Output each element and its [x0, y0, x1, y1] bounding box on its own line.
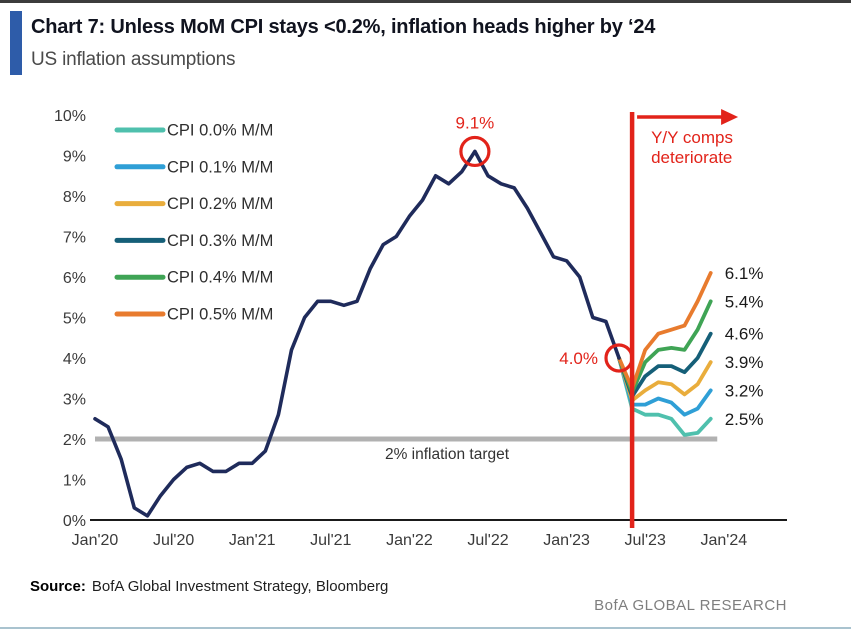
- series-end-label-cpi-0-2-m-m: 3.9%: [725, 353, 764, 372]
- x-axis-label-jul-22: Jul'22: [467, 532, 508, 549]
- y-axis-label-10pct: 10%: [54, 108, 86, 125]
- legend-label-cpi-0-5-m-m: CPI 0.5% M/M: [167, 306, 273, 324]
- source-line: Source: BofA Global Investment Strategy, …: [30, 578, 388, 595]
- latest-value-label: 4.0%: [559, 349, 598, 368]
- y-axis-label-7pct: 7%: [63, 230, 86, 247]
- title-accent-bar: [10, 11, 22, 75]
- legend-label-cpi-0-2-m-m: CPI 0.2% M/M: [167, 195, 273, 213]
- x-axis-label-jan-22: Jan'22: [386, 532, 433, 549]
- brand-text: BofA GLOBAL RESEARCH: [594, 597, 787, 614]
- series-end-label-cpi-0-3-m-m: 4.6%: [725, 325, 764, 344]
- y-axis-label-8pct: 8%: [63, 189, 86, 206]
- y-axis-label-1pct: 1%: [63, 473, 86, 490]
- x-axis-label-jan-24: Jan'24: [700, 532, 747, 549]
- legend-label-cpi-0-4-m-m: CPI 0.4% M/M: [167, 269, 273, 287]
- legend-label-cpi-0-1-m-m: CPI 0.1% M/M: [167, 158, 273, 176]
- peak-value-label: 9.1%: [456, 113, 495, 132]
- peak-circle-icon: [459, 135, 491, 168]
- x-axis-label-jan-21: Jan'21: [229, 532, 276, 549]
- y-axis-label-3pct: 3%: [63, 392, 86, 409]
- bottom-border-rule: [0, 627, 851, 629]
- series-end-label-cpi-0-0-m-m: 2.5%: [725, 410, 764, 429]
- yoy-comps-note-line2: deteriorate: [651, 148, 732, 167]
- y-axis-label-2pct: 2%: [63, 432, 86, 449]
- y-axis-label-5pct: 5%: [63, 311, 86, 328]
- x-axis-label-jan-20: Jan'20: [72, 532, 119, 549]
- y-axis-label-0pct: 0%: [63, 513, 86, 530]
- right-arrowhead-icon: [721, 109, 739, 125]
- actual-cpi-line: [93, 149, 621, 518]
- source-label: Source:: [30, 578, 86, 595]
- y-axis-label-9pct: 9%: [63, 149, 86, 166]
- x-axis-label-jul-20: Jul'20: [153, 532, 194, 549]
- x-axis-label-jul-23: Jul'23: [625, 532, 666, 549]
- legend-label-cpi-0-0-m-m: CPI 0.0% M/M: [167, 122, 273, 140]
- inflation-target-label: 2% inflation target: [385, 446, 510, 463]
- x-axis-label-jul-21: Jul'21: [310, 532, 351, 549]
- chart-area: 0% 1% 2% 3% 4% 5% 6% 7% 8% 9% 10% Jan'20 Jul'20 Jan'2…: [0, 90, 851, 570]
- source-text: BofA Global Investment Strategy, Bloombe…: [91, 578, 389, 595]
- latest-circle-icon: [604, 343, 634, 373]
- legend-label-cpi-0-3-m-m: CPI 0.3% M/M: [167, 232, 273, 250]
- chart-subtitle: US inflation assumptions: [31, 49, 236, 70]
- series-end-label-cpi-0-4-m-m: 5.4%: [725, 292, 764, 311]
- series-end-label-cpi-0-5-m-m: 6.1%: [725, 264, 764, 283]
- x-axis-label-jan-23: Jan'23: [543, 532, 590, 549]
- y-axis-label-6pct: 6%: [63, 270, 86, 287]
- chart-title: Chart 7: Unless MoM CPI stays <0.2%, inf…: [31, 16, 656, 38]
- series-end-label-cpi-0-1-m-m: 3.2%: [725, 381, 764, 400]
- y-axis-label-4pct: 4%: [63, 351, 86, 368]
- chart-canvas: 0% 1% 2% 3% 4% 5% 6% 7% 8% 9% 10% Jan'20 Jul'20 Jan'2…: [54, 108, 787, 549]
- top-border-rule: [0, 0, 851, 3]
- yoy-comps-note-line1: Y/Y comps: [651, 128, 733, 147]
